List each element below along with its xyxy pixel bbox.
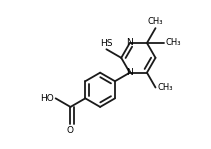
Text: N: N [126,38,133,48]
Text: N: N [126,68,133,77]
Text: HS: HS [100,39,113,48]
Text: CH₃: CH₃ [148,17,163,26]
Text: CH₃: CH₃ [157,83,173,92]
Bar [126,68,134,77]
Text: O: O [67,126,74,135]
Text: CH₃: CH₃ [166,38,181,48]
Text: HO: HO [40,94,54,103]
Bar [126,39,134,47]
